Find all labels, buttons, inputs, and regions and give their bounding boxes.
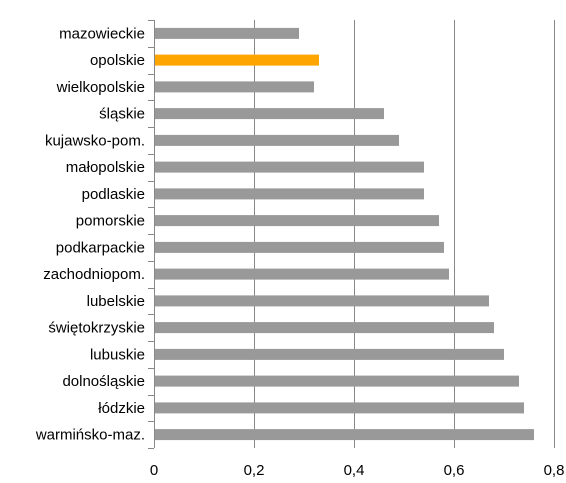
bar-14 (154, 402, 524, 414)
category-label: świętokrzyskie (48, 320, 145, 337)
x-tick-label: 0,2 (244, 462, 265, 479)
category-label: małopolskie (66, 159, 145, 176)
category-label: lubelskie (87, 293, 145, 310)
category-label: podlaskie (82, 186, 145, 203)
category-label: warmińsko-maz. (35, 427, 145, 444)
bar-9 (154, 268, 449, 280)
category-label: pomorskie (76, 213, 145, 230)
category-labels: mazowieckie opolskie wielkopolskie śląskie k… (35, 25, 145, 443)
category-label: wielkopolskie (56, 79, 145, 96)
x-tick-label: 0,8 (544, 462, 565, 479)
category-label: podkarpackie (56, 239, 145, 256)
x-tick-label: 0 (150, 462, 158, 479)
x-tick-label: 0,4 (344, 462, 365, 479)
bar-15 (154, 429, 534, 441)
bar-13 (154, 375, 519, 387)
category-label: lubuskie (90, 346, 145, 363)
category-label: łódzkie (98, 400, 145, 417)
category-label: śląskie (99, 106, 145, 123)
axes (148, 20, 155, 449)
bar-2 (154, 81, 314, 93)
bar-6 (154, 188, 424, 200)
x-tick-label: 0,6 (444, 462, 465, 479)
bar-3 (154, 108, 384, 120)
bar-12 (154, 348, 504, 360)
category-label: zachodniopom. (43, 266, 145, 283)
bar-1 (154, 54, 319, 66)
bar-8 (154, 241, 444, 253)
bar-0 (154, 27, 299, 39)
x-tick-labels: 0 0,2 0,4 0,6 0,8 (150, 462, 565, 479)
bars (154, 27, 534, 441)
category-label: opolskie (90, 52, 145, 69)
category-label: kujawsko-pom. (45, 132, 145, 149)
bar-10 (154, 295, 489, 307)
bar-7 (154, 215, 439, 227)
bar-4 (154, 134, 399, 146)
bar-11 (154, 322, 494, 334)
category-label: dolnośląskie (62, 373, 145, 390)
category-label: mazowieckie (59, 25, 145, 42)
bar-5 (154, 161, 424, 173)
